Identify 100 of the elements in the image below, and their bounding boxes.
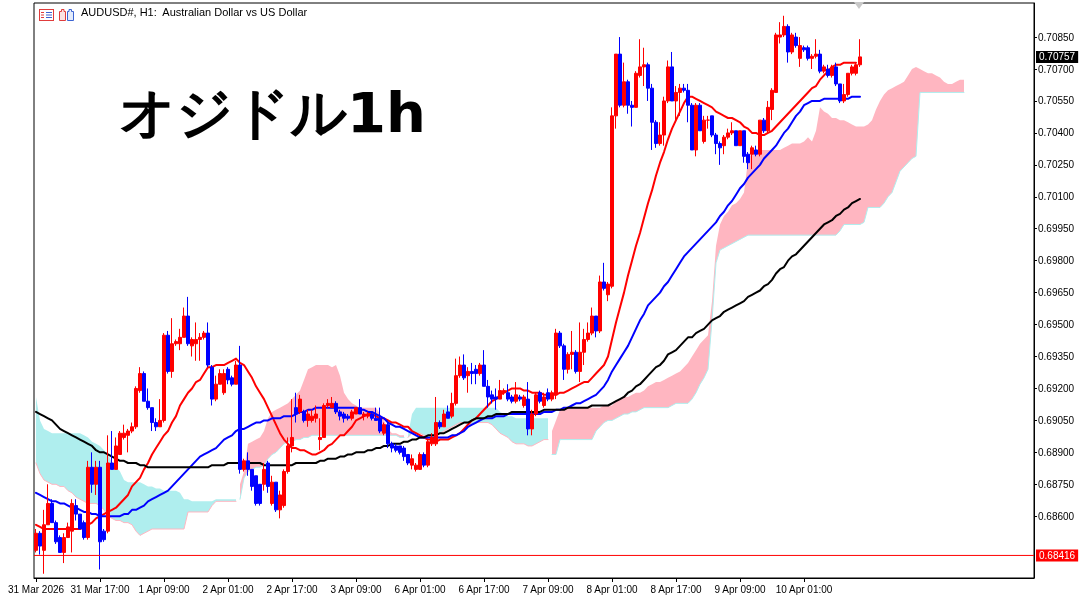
candlestick [38, 530, 42, 556]
candlestick [554, 328, 558, 400]
candlestick [830, 64, 834, 79]
candlestick [34, 528, 38, 553]
y-tick-label: 0.68600 [1038, 510, 1075, 522]
candlestick [350, 409, 354, 421]
x-tick-label: 9 Apr 09:00 [714, 583, 767, 595]
y-tick-label: 0.69950 [1038, 223, 1075, 235]
candlestick [738, 130, 742, 147]
candlestick [226, 366, 230, 385]
candlestick [474, 364, 478, 385]
candlestick [818, 49, 822, 74]
y-tick-label: 0.70400 [1038, 127, 1075, 139]
y-tick-label: 0.69050 [1038, 414, 1075, 426]
candlestick [798, 36, 802, 68]
candlestick [826, 64, 830, 79]
y-tick-label: 0.69800 [1038, 255, 1075, 267]
candlestick [194, 321, 198, 362]
y-tick-label: 0.69500 [1038, 319, 1075, 331]
candlestick [366, 411, 370, 419]
y-tick-label: 0.69350 [1038, 351, 1075, 363]
candlestick [242, 458, 246, 473]
candlestick [754, 145, 758, 157]
x-tick-label: 6 Apr 01:00 [394, 583, 447, 595]
candlestick [526, 381, 530, 436]
candlestick [578, 321, 582, 383]
candlestick [542, 392, 546, 409]
candlestick [362, 411, 366, 421]
candlestick [594, 315, 598, 338]
y-tick-label: 0.68750 [1038, 478, 1075, 490]
candlestick [386, 422, 390, 449]
x-tick-label: 1 Apr 09:00 [138, 583, 191, 595]
candlestick [790, 32, 794, 55]
candlestick [466, 366, 470, 394]
candlestick [298, 394, 302, 415]
candlestick [574, 349, 578, 375]
candlestick [410, 453, 414, 470]
x-tick-label: 3 Apr 09:00 [330, 583, 383, 595]
chart-title: AUDUSD#, H1: Australian Dollar vs US Dollar [81, 5, 308, 18]
candlestick [446, 405, 450, 419]
text: オジドル1h [119, 79, 426, 145]
candlestick [522, 394, 526, 409]
candlestick [518, 394, 522, 402]
candlestick [758, 119, 762, 157]
candlestick [186, 296, 190, 347]
x-tick-label: 7 Apr 09:00 [522, 583, 575, 595]
candlestick [94, 460, 98, 496]
x-tick-label: 8 Apr 01:00 [586, 583, 639, 595]
candlestick [478, 362, 482, 377]
candlestick [346, 413, 350, 421]
candlestick [266, 460, 270, 494]
candlestick [806, 45, 810, 61]
candlestick [546, 387, 550, 402]
x-tick-label: 10 Apr 01:00 [775, 583, 833, 595]
candlestick [598, 275, 602, 334]
candlestick [270, 475, 274, 507]
candlestick [762, 117, 766, 134]
candlestick [310, 409, 314, 424]
candlestick [294, 392, 298, 424]
candlestick [110, 430, 114, 470]
ref-line-label: 0.68416 [1039, 549, 1076, 561]
candlestick [622, 62, 626, 108]
candlestick [494, 387, 498, 411]
candlestick [602, 262, 606, 291]
candlestick [618, 36, 622, 108]
candlestick [498, 379, 502, 400]
candlestick [734, 130, 738, 147]
candlestick [222, 368, 226, 396]
candlestick [170, 317, 174, 379]
x-tick-label: 31 Mar 2026 [7, 583, 65, 595]
y-tick-label: 0.69200 [1038, 382, 1075, 394]
candlestick [342, 411, 346, 424]
candlestick [302, 409, 306, 424]
candlestick [698, 102, 702, 132]
y-tick-label: 0.69650 [1038, 287, 1075, 299]
candlestick [538, 390, 542, 404]
candlestick [274, 481, 278, 513]
candlestick [694, 102, 698, 157]
candlestick [238, 345, 242, 475]
x-tick-label: 8 Apr 17:00 [650, 583, 703, 595]
x-tick-label: 2 Apr 01:00 [202, 583, 255, 595]
x-tick-label: 2 Apr 17:00 [266, 583, 319, 595]
candlestick [402, 445, 406, 462]
candlestick [786, 23, 790, 64]
candlestick [306, 409, 310, 428]
candlestick [730, 121, 734, 136]
candlestick [442, 409, 446, 428]
candlestick [438, 419, 442, 430]
candlestick [382, 422, 386, 436]
y-tick-label: 0.70550 [1038, 95, 1075, 107]
candlestick [470, 362, 474, 385]
candlestick [378, 407, 382, 434]
candlestick [234, 360, 238, 385]
candlestick [370, 411, 374, 421]
candlestick [434, 396, 438, 447]
candlestick [702, 115, 706, 145]
candlestick [162, 332, 166, 424]
candlestick [822, 64, 826, 74]
candlestick [330, 396, 334, 409]
y-tick-label: 0.68900 [1038, 446, 1075, 458]
